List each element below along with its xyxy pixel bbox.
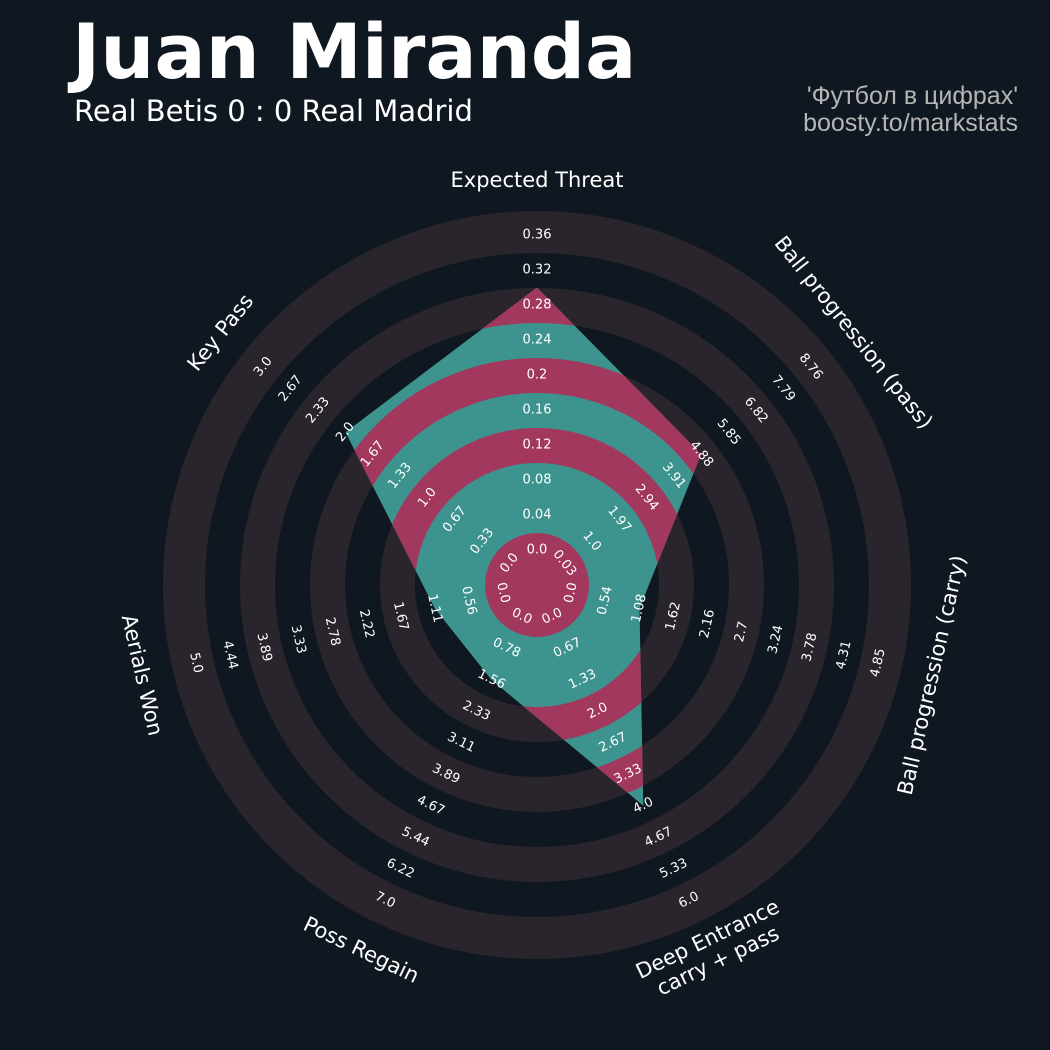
- tick-label: 2.16: [697, 608, 718, 640]
- tick-label: 3.33: [288, 624, 309, 656]
- tick-label: 1.08: [629, 593, 650, 625]
- tick-label: 0.04: [523, 508, 552, 523]
- tick-label: 2.78: [322, 616, 343, 648]
- tick-label: 4.85: [868, 647, 889, 679]
- polygon-band-3: [345, 288, 702, 806]
- tick-label: 0.0: [527, 543, 548, 558]
- tick-label: 0.16: [523, 403, 552, 418]
- tick-label: 0.56: [458, 585, 479, 617]
- ring-band-5: [163, 211, 911, 959]
- polygon-core: [485, 533, 589, 637]
- tick-label: 3.89: [253, 632, 274, 664]
- tick-label: 0.28: [523, 298, 552, 313]
- tick-label: 0.54: [595, 585, 616, 617]
- tick-label: 1.62: [663, 600, 684, 632]
- tick-label: 0.12: [523, 438, 552, 453]
- tick-label: 0.36: [523, 228, 552, 243]
- tick-label: 2.7: [732, 620, 751, 644]
- axis-label: Expected Threat: [451, 168, 624, 192]
- credit-line-2: boosty.to/markstats: [803, 109, 1018, 137]
- credit-line-1: 'Футбол в цифрах': [806, 82, 1018, 110]
- tick-label: 1.11: [424, 593, 445, 625]
- player-name: Juan Miranda: [72, 7, 637, 96]
- tick-label: 0.32: [523, 263, 552, 278]
- tick-label: 0.2: [527, 368, 548, 383]
- axis-label-line: Expected Threat: [451, 168, 624, 192]
- tick-label: 3.24: [765, 624, 786, 656]
- tick-label: 0.24: [523, 333, 552, 348]
- tick-label: 1.67: [390, 600, 411, 632]
- match-subtitle: Real Betis 0 : 0 Real Madrid: [74, 94, 473, 128]
- tick-label: 5.0: [186, 651, 205, 675]
- tick-label: 0.0: [493, 581, 512, 605]
- tick-label: 4.44: [219, 639, 240, 671]
- tick-label: 0.0: [561, 581, 580, 605]
- tick-label: 4.31: [834, 639, 855, 671]
- tick-label: 2.22: [356, 608, 377, 640]
- tick-label: 0.08: [523, 473, 552, 488]
- tick-label: 3.78: [799, 632, 820, 664]
